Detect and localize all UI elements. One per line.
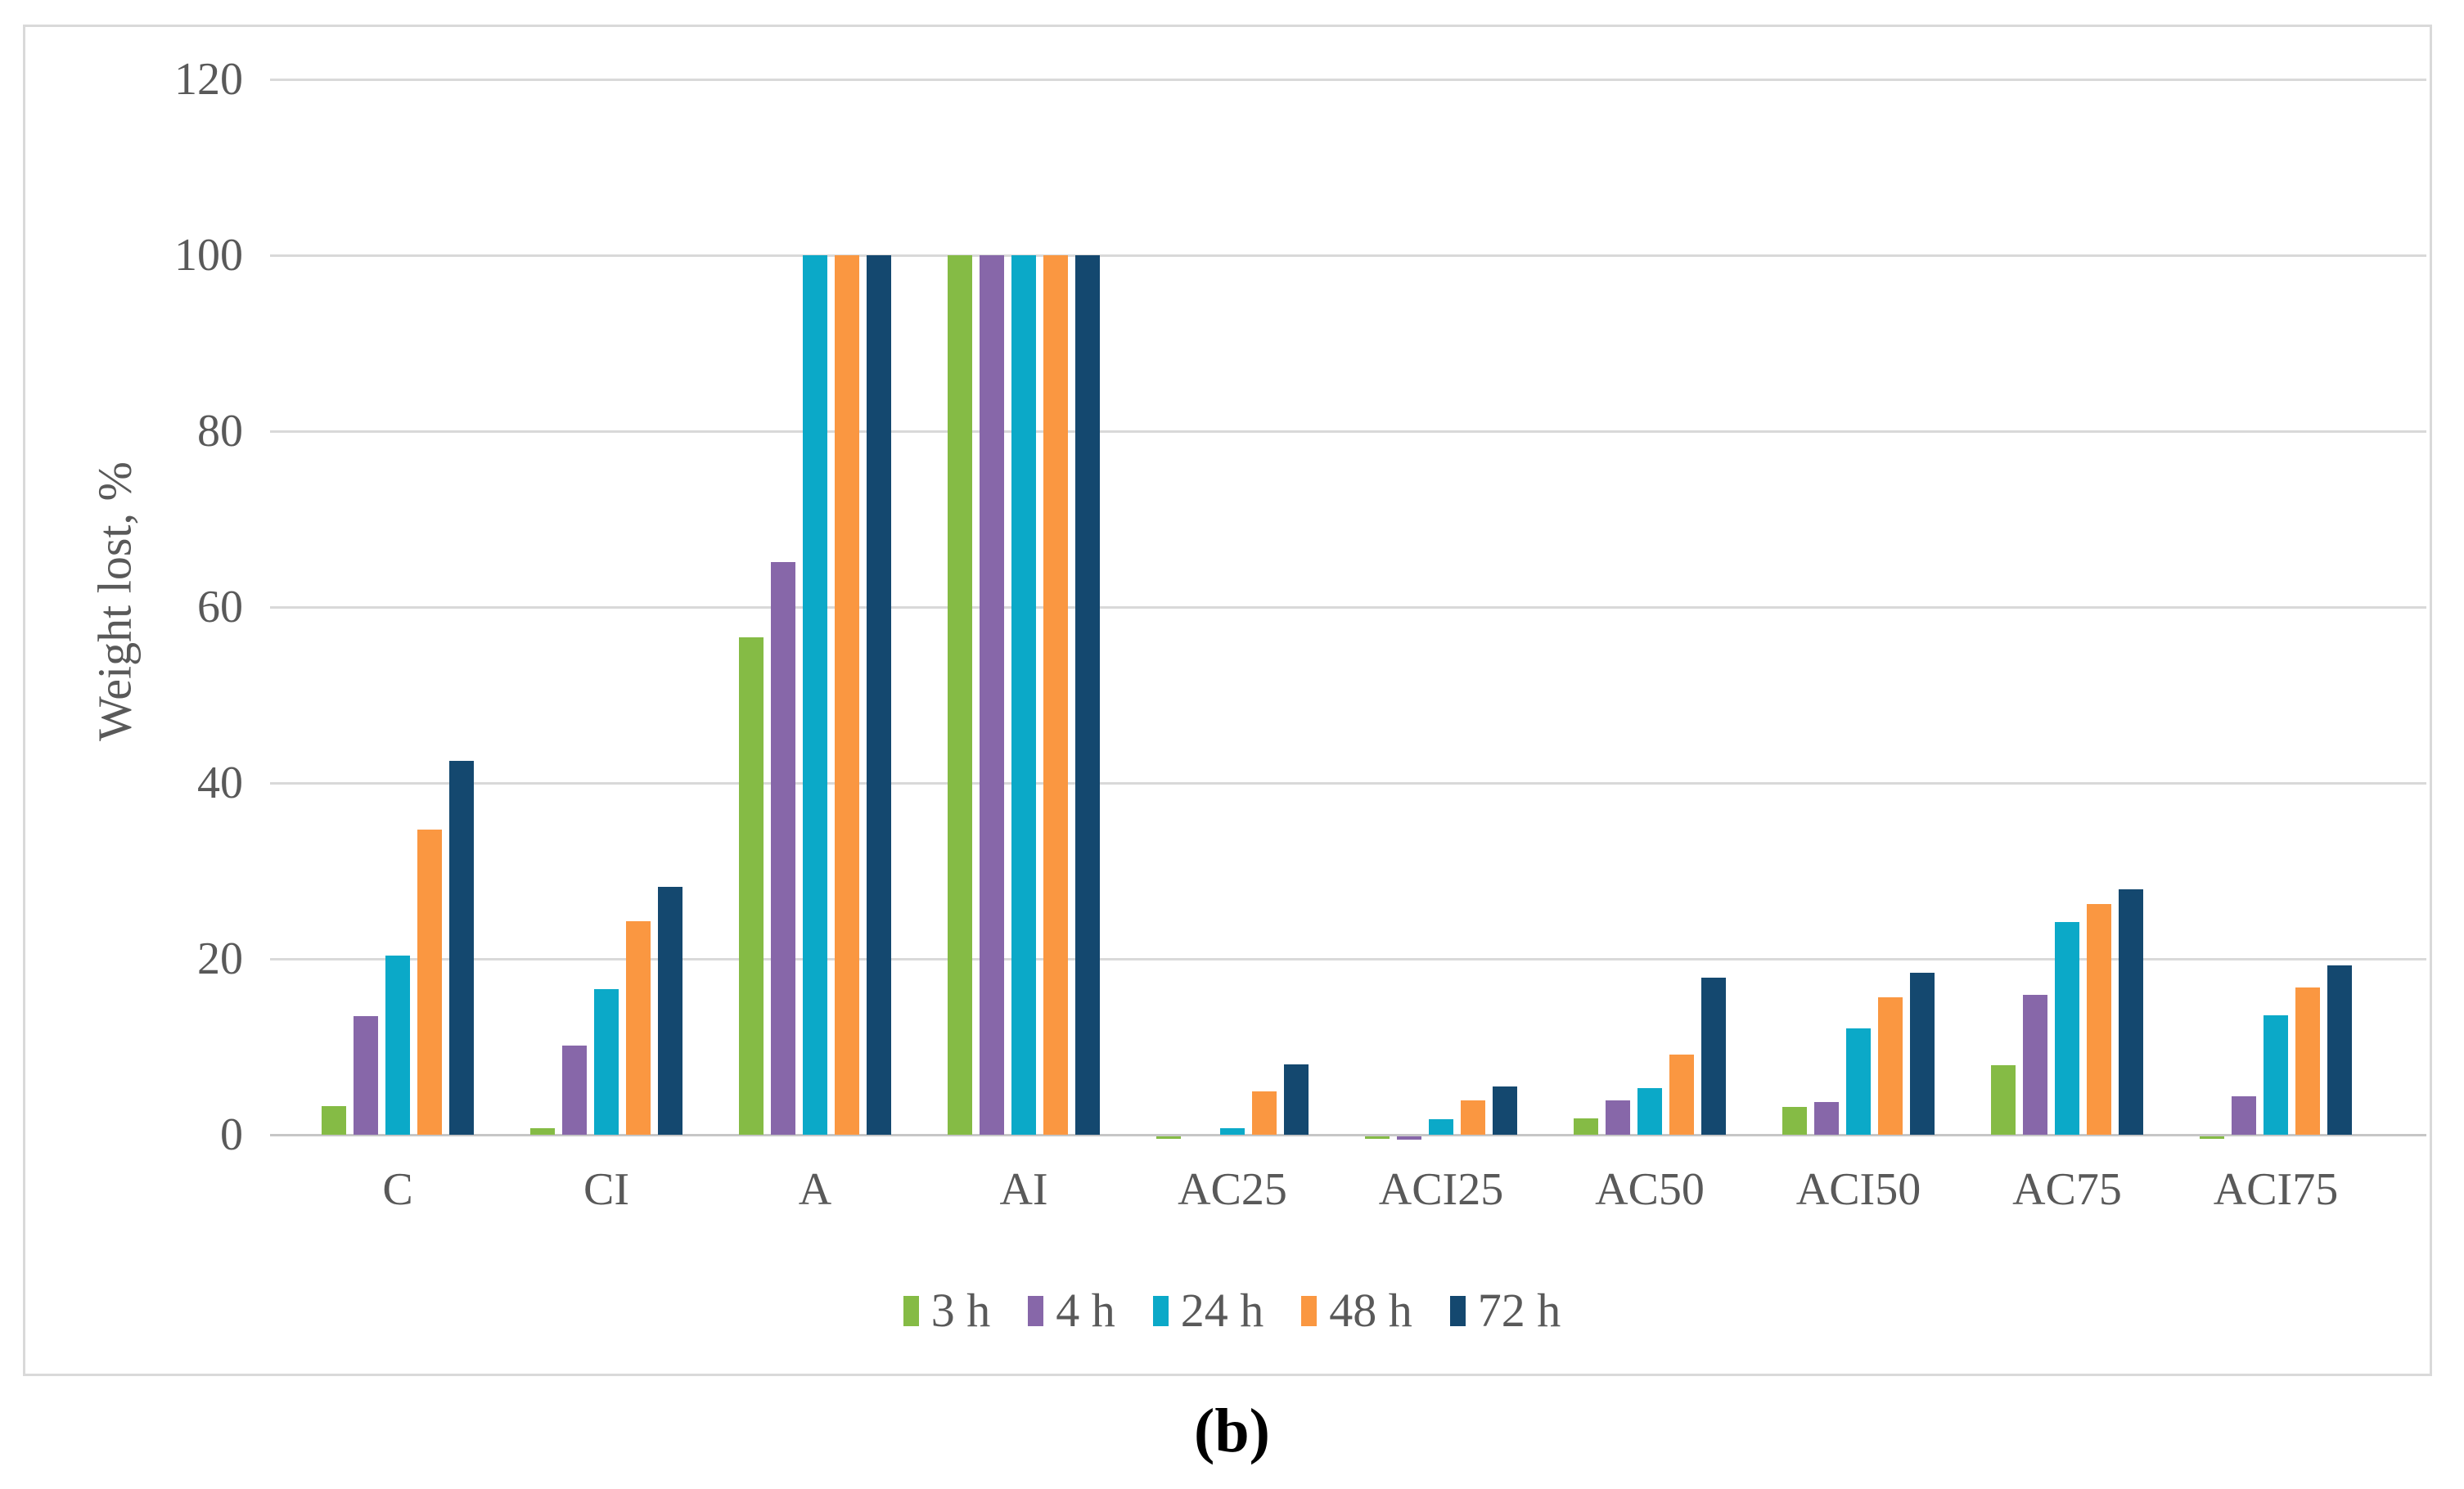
- bar-CI-48h: [626, 921, 651, 1135]
- y-tick-label-0: 0: [220, 1109, 243, 1160]
- bar-ACI75-48h: [2295, 987, 2320, 1135]
- bar-ACI50-48h: [1878, 997, 1903, 1135]
- legend-marker-icon: [1449, 1295, 1466, 1326]
- x-category-label-AC75: AC75: [2012, 1164, 2122, 1215]
- bar-ACI25-48h: [1461, 1100, 1485, 1135]
- legend-label: 48 h: [1329, 1284, 1412, 1337]
- y-tick-label-120: 120: [174, 54, 243, 105]
- legend-label: 72 h: [1477, 1284, 1561, 1337]
- gridline-y-120: [270, 79, 2426, 81]
- bar-AC25-24h: [1220, 1128, 1245, 1135]
- bar-ACI25-4h: [1397, 1136, 1421, 1140]
- bar-AC50-48h: [1669, 1055, 1694, 1135]
- gridline-y-40: [270, 782, 2426, 785]
- bar-A-4h: [771, 562, 795, 1135]
- bar-AC75-3h: [1991, 1065, 2016, 1135]
- bar-C-72h: [449, 761, 474, 1135]
- x-category-label-ACI25: ACI25: [1378, 1164, 1504, 1215]
- bar-A-3h: [739, 637, 764, 1135]
- gridline-y-100: [270, 254, 2426, 257]
- bar-ACI50-3h: [1782, 1107, 1807, 1135]
- bar-ACI25-72h: [1493, 1086, 1517, 1135]
- bar-ACI75-3h: [2200, 1136, 2224, 1139]
- bar-AI-4h: [980, 255, 1004, 1135]
- legend-marker-icon: [1152, 1295, 1169, 1326]
- bar-AC75-24h: [2055, 922, 2079, 1135]
- legend-item-24h: 24 h: [1152, 1284, 1264, 1337]
- bar-AC75-4h: [2023, 995, 2047, 1135]
- bar-C-4h: [354, 1016, 378, 1135]
- bar-AC50-3h: [1574, 1118, 1598, 1135]
- legend-label: 24 h: [1180, 1284, 1264, 1337]
- bar-C-48h: [417, 830, 442, 1135]
- legend-item-72h: 72 h: [1449, 1284, 1561, 1337]
- y-tick-label-60: 60: [197, 582, 243, 632]
- x-category-label-CI: CI: [583, 1164, 629, 1215]
- bar-AC25-3h: [1156, 1136, 1181, 1139]
- bar-CI-4h: [562, 1046, 587, 1135]
- chart-legend: 3 h 4 h 24 h 48 h 72 h: [0, 1286, 2464, 1335]
- x-category-label-A: A: [798, 1164, 832, 1215]
- y-tick-label-80: 80: [197, 406, 243, 457]
- bar-C-24h: [385, 956, 410, 1135]
- bar-ACI50-24h: [1846, 1028, 1871, 1135]
- gridline-y-60: [270, 606, 2426, 609]
- bar-A-24h: [803, 255, 827, 1135]
- bar-ACI75-24h: [2264, 1015, 2288, 1135]
- legend-marker-icon: [1301, 1295, 1318, 1326]
- bar-AC50-24h: [1637, 1088, 1662, 1135]
- legend-item-4h: 4 h: [1028, 1286, 1115, 1335]
- bar-AI-3h: [948, 255, 972, 1135]
- bar-ACI50-4h: [1814, 1102, 1839, 1135]
- bar-AC50-72h: [1701, 978, 1726, 1135]
- bar-ACI25-3h: [1365, 1136, 1390, 1139]
- bar-AC25-48h: [1252, 1091, 1277, 1135]
- bar-AC25-72h: [1284, 1064, 1309, 1135]
- bar-AC75-48h: [2087, 904, 2111, 1135]
- bar-AC75-72h: [2119, 889, 2143, 1135]
- x-category-label-AC25: AC25: [1178, 1164, 1287, 1215]
- legend-item-48h: 48 h: [1301, 1286, 1412, 1335]
- legend-label: 4 h: [1056, 1284, 1115, 1337]
- x-category-label-ACI75: ACI75: [2213, 1164, 2339, 1215]
- legend-marker-icon: [903, 1295, 919, 1326]
- y-tick-label-40: 40: [197, 758, 243, 808]
- bar-AI-72h: [1075, 255, 1100, 1135]
- legend-item-3h: 3 h: [903, 1284, 991, 1337]
- x-axis-line: [270, 1134, 2426, 1136]
- bar-C-3h: [322, 1106, 346, 1135]
- y-tick-label-100: 100: [174, 230, 243, 281]
- bar-A-48h: [835, 255, 859, 1135]
- bar-ACI25-24h: [1429, 1119, 1453, 1135]
- legend-label: 3 h: [930, 1284, 991, 1337]
- y-tick-label-20: 20: [197, 933, 243, 984]
- bar-ACI75-72h: [2327, 965, 2352, 1135]
- bar-AC50-4h: [1606, 1100, 1630, 1135]
- bar-AI-24h: [1011, 255, 1036, 1135]
- gridline-y-80: [270, 430, 2426, 433]
- bar-ACI50-72h: [1910, 973, 1935, 1135]
- bar-CI-3h: [530, 1128, 555, 1135]
- legend-marker-icon: [1028, 1295, 1044, 1326]
- bar-CI-24h: [594, 989, 619, 1135]
- gridline-y-20: [270, 958, 2426, 960]
- x-category-label-AI: AI: [999, 1164, 1048, 1215]
- bar-ACI75-4h: [2232, 1096, 2256, 1135]
- bar-CI-72h: [658, 887, 682, 1135]
- x-category-label-AC50: AC50: [1595, 1164, 1705, 1215]
- figure-caption: (b): [1194, 1397, 1270, 1465]
- bar-AI-48h: [1043, 255, 1068, 1135]
- chart-frame: [23, 25, 2432, 1376]
- bar-A-72h: [867, 255, 891, 1135]
- x-category-label-C: C: [382, 1164, 413, 1215]
- x-category-label-ACI50: ACI50: [1795, 1164, 1921, 1215]
